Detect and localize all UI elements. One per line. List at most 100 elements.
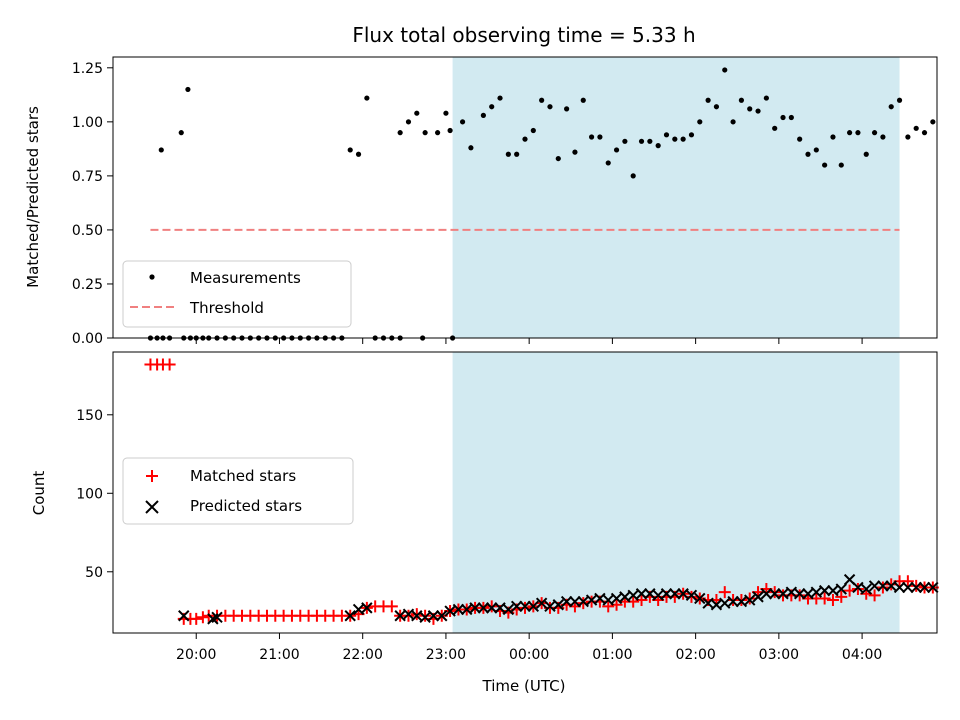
bottom-count-points (144, 358, 939, 625)
legend-predicted: Predicted stars (190, 497, 302, 515)
measurement-point (797, 136, 803, 142)
measurement-point (605, 160, 611, 166)
measurement-point (422, 130, 428, 136)
measurement-point (655, 143, 661, 149)
measurement-point (863, 151, 869, 157)
measurement-point (663, 132, 670, 138)
top-legend-box (122, 260, 352, 328)
matched-star-point (385, 600, 398, 613)
matched-star-point (196, 611, 209, 624)
predicted-star-point (669, 588, 681, 600)
measurement-point (572, 149, 578, 155)
measurement-point (522, 136, 528, 142)
top-y-tick-label: 1.25 (72, 61, 103, 77)
predicted-star-point (527, 600, 540, 613)
predicted-star-point (910, 581, 922, 594)
predicted-star-point (685, 589, 698, 602)
predicted-star-point (427, 610, 440, 622)
measurement-point (738, 97, 745, 103)
measurement-point (705, 97, 711, 103)
measurement-point (747, 106, 753, 112)
predicted-star-point (860, 583, 872, 595)
x-tick-label: 01:00 (592, 647, 632, 663)
top-y-tick-label: 0.00 (72, 331, 103, 347)
measurement-point (597, 134, 603, 140)
predicted-star-point (760, 588, 773, 600)
legend-threshold: Threshold (189, 299, 264, 317)
measurement-point (838, 162, 844, 168)
predicted-star-point (361, 602, 373, 614)
matched-star-point (868, 589, 881, 602)
x-tick-label: 04:00 (842, 647, 882, 663)
matched-star-point (419, 609, 432, 622)
top-y-tick-label: 0.50 (72, 223, 103, 239)
predicted-star-point (768, 588, 781, 600)
measurement-point (405, 119, 412, 125)
measurement-point (680, 136, 686, 142)
x-tick-label: 23:00 (426, 647, 466, 663)
predicted-star-point (694, 592, 706, 605)
predicted-legend-marker (145, 500, 159, 514)
measurement-point (788, 114, 794, 121)
predicted-star-point (519, 600, 531, 613)
measurement-point (880, 134, 886, 140)
predicted-star-point (211, 611, 223, 624)
matched-star-point (519, 601, 531, 614)
measurement-point (921, 130, 928, 136)
x-tick-label: 22:00 (343, 647, 383, 663)
top-axes-frame (112, 56, 938, 339)
top-y-tick-label: 1.00 (72, 115, 103, 131)
top-x-ticks (195, 338, 863, 344)
measurement-point (722, 67, 728, 73)
measurement-point (713, 104, 720, 110)
measurement-point (185, 86, 191, 93)
matched-star-point (851, 583, 864, 596)
matched-star-point (163, 358, 176, 371)
matched-star-point (768, 586, 781, 599)
measurement-point (638, 138, 645, 144)
measurement-point (588, 134, 595, 140)
matched-star-point (835, 590, 848, 603)
x-tick-label: 02:00 (675, 647, 715, 663)
predicted-star-point (552, 599, 565, 611)
measurements-legend-marker (149, 274, 155, 280)
measurement-point (847, 130, 853, 136)
bottom-legend: Matched stars Predicted stars (122, 457, 354, 525)
top-highlight-span (452, 57, 900, 338)
predicted-star-point (744, 594, 756, 606)
bottom-legend-box (122, 457, 354, 525)
measurement-point (763, 95, 769, 101)
measurement-point (730, 119, 736, 125)
predicted-star-point (752, 591, 764, 603)
measurement-point (468, 145, 474, 151)
measurement-point (555, 155, 561, 162)
measurement-point (896, 97, 903, 103)
measurement-point (435, 130, 441, 136)
matched-star-point (718, 586, 731, 599)
matched-star-point (876, 581, 889, 594)
measurement-point (397, 130, 403, 136)
measurement-point (888, 104, 894, 110)
predicted-star-point (660, 588, 673, 600)
measurement-point (622, 138, 628, 144)
measurement-point (443, 110, 449, 116)
predicted-star-point (469, 602, 481, 614)
measurement-point (547, 104, 553, 110)
measurement-point (697, 119, 703, 125)
predicted-star-point (452, 603, 465, 616)
measurement-point (613, 147, 620, 153)
measurement-point (647, 138, 653, 144)
measurement-point (830, 134, 836, 140)
x-axis-label: Time (UTC) (482, 677, 566, 695)
predicted-star-point (344, 610, 356, 622)
measurement-point (772, 125, 778, 131)
measurement-point (672, 136, 678, 142)
predicted-star-point (178, 610, 190, 622)
matched-star-point (402, 609, 415, 622)
measurement-point (855, 130, 861, 136)
top-legend: Measurements Threshold (122, 260, 352, 328)
matched-star-point (910, 579, 923, 592)
predicted-star-point (436, 610, 448, 622)
bottom-x-ticks: 20:00 21:00 22:00 23:00 00:00 01:00 02:00 03:00… (176, 633, 882, 663)
measurement-point (580, 97, 586, 103)
